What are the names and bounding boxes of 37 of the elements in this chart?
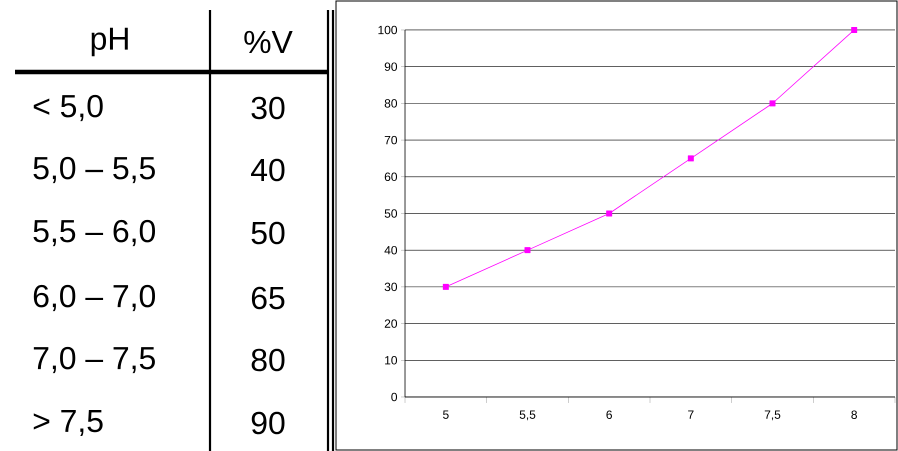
- x-tick-label: 7,5: [764, 410, 780, 420]
- y-tick-label: 10: [385, 356, 398, 365]
- text: 50: [252, 222, 284, 244]
- y-tick-label: 40: [384, 246, 398, 254]
- text: 30: [251, 96, 284, 120]
- text: pH: [92, 28, 128, 56]
- x-tick-label: 5: [443, 410, 449, 419]
- text: 90: [252, 412, 284, 434]
- y-tick-label: 70: [384, 136, 398, 144]
- x-tick-label: 5,5: [520, 410, 536, 420]
- text: 6,0 – 7,0: [34, 284, 156, 312]
- text: < 5,0: [34, 94, 103, 122]
- point: [770, 100, 776, 106]
- text: 5,0 – 5,5: [33, 156, 155, 184]
- text: 7,0 – 7,5: [34, 346, 155, 374]
- point: [524, 247, 531, 254]
- x-tick-label: 7: [688, 410, 694, 419]
- y-tick-label: 100: [378, 26, 398, 34]
- point: [688, 155, 694, 162]
- text: > 7,5: [34, 410, 103, 436]
- y-tick-label: 60: [384, 172, 398, 182]
- y-tick-label: 0: [391, 392, 398, 402]
- text: 65: [252, 286, 284, 310]
- point: [851, 26, 858, 33]
- point: [442, 284, 449, 290]
- text: 40: [251, 158, 284, 182]
- y-tick-label: 80: [384, 99, 398, 108]
- x-tick-label: 8: [851, 410, 857, 419]
- y-tick-label: 90: [384, 62, 398, 71]
- text: %V: [244, 30, 293, 54]
- x-tick-label: 6: [606, 410, 612, 419]
- point: [606, 210, 612, 216]
- y-tick-label: 30: [384, 282, 398, 292]
- text: 5,5 – 6,0: [33, 220, 156, 246]
- y-tick-label: 20: [384, 319, 398, 328]
- y-tick-label: 50: [384, 209, 398, 218]
- text: 80: [252, 348, 284, 372]
